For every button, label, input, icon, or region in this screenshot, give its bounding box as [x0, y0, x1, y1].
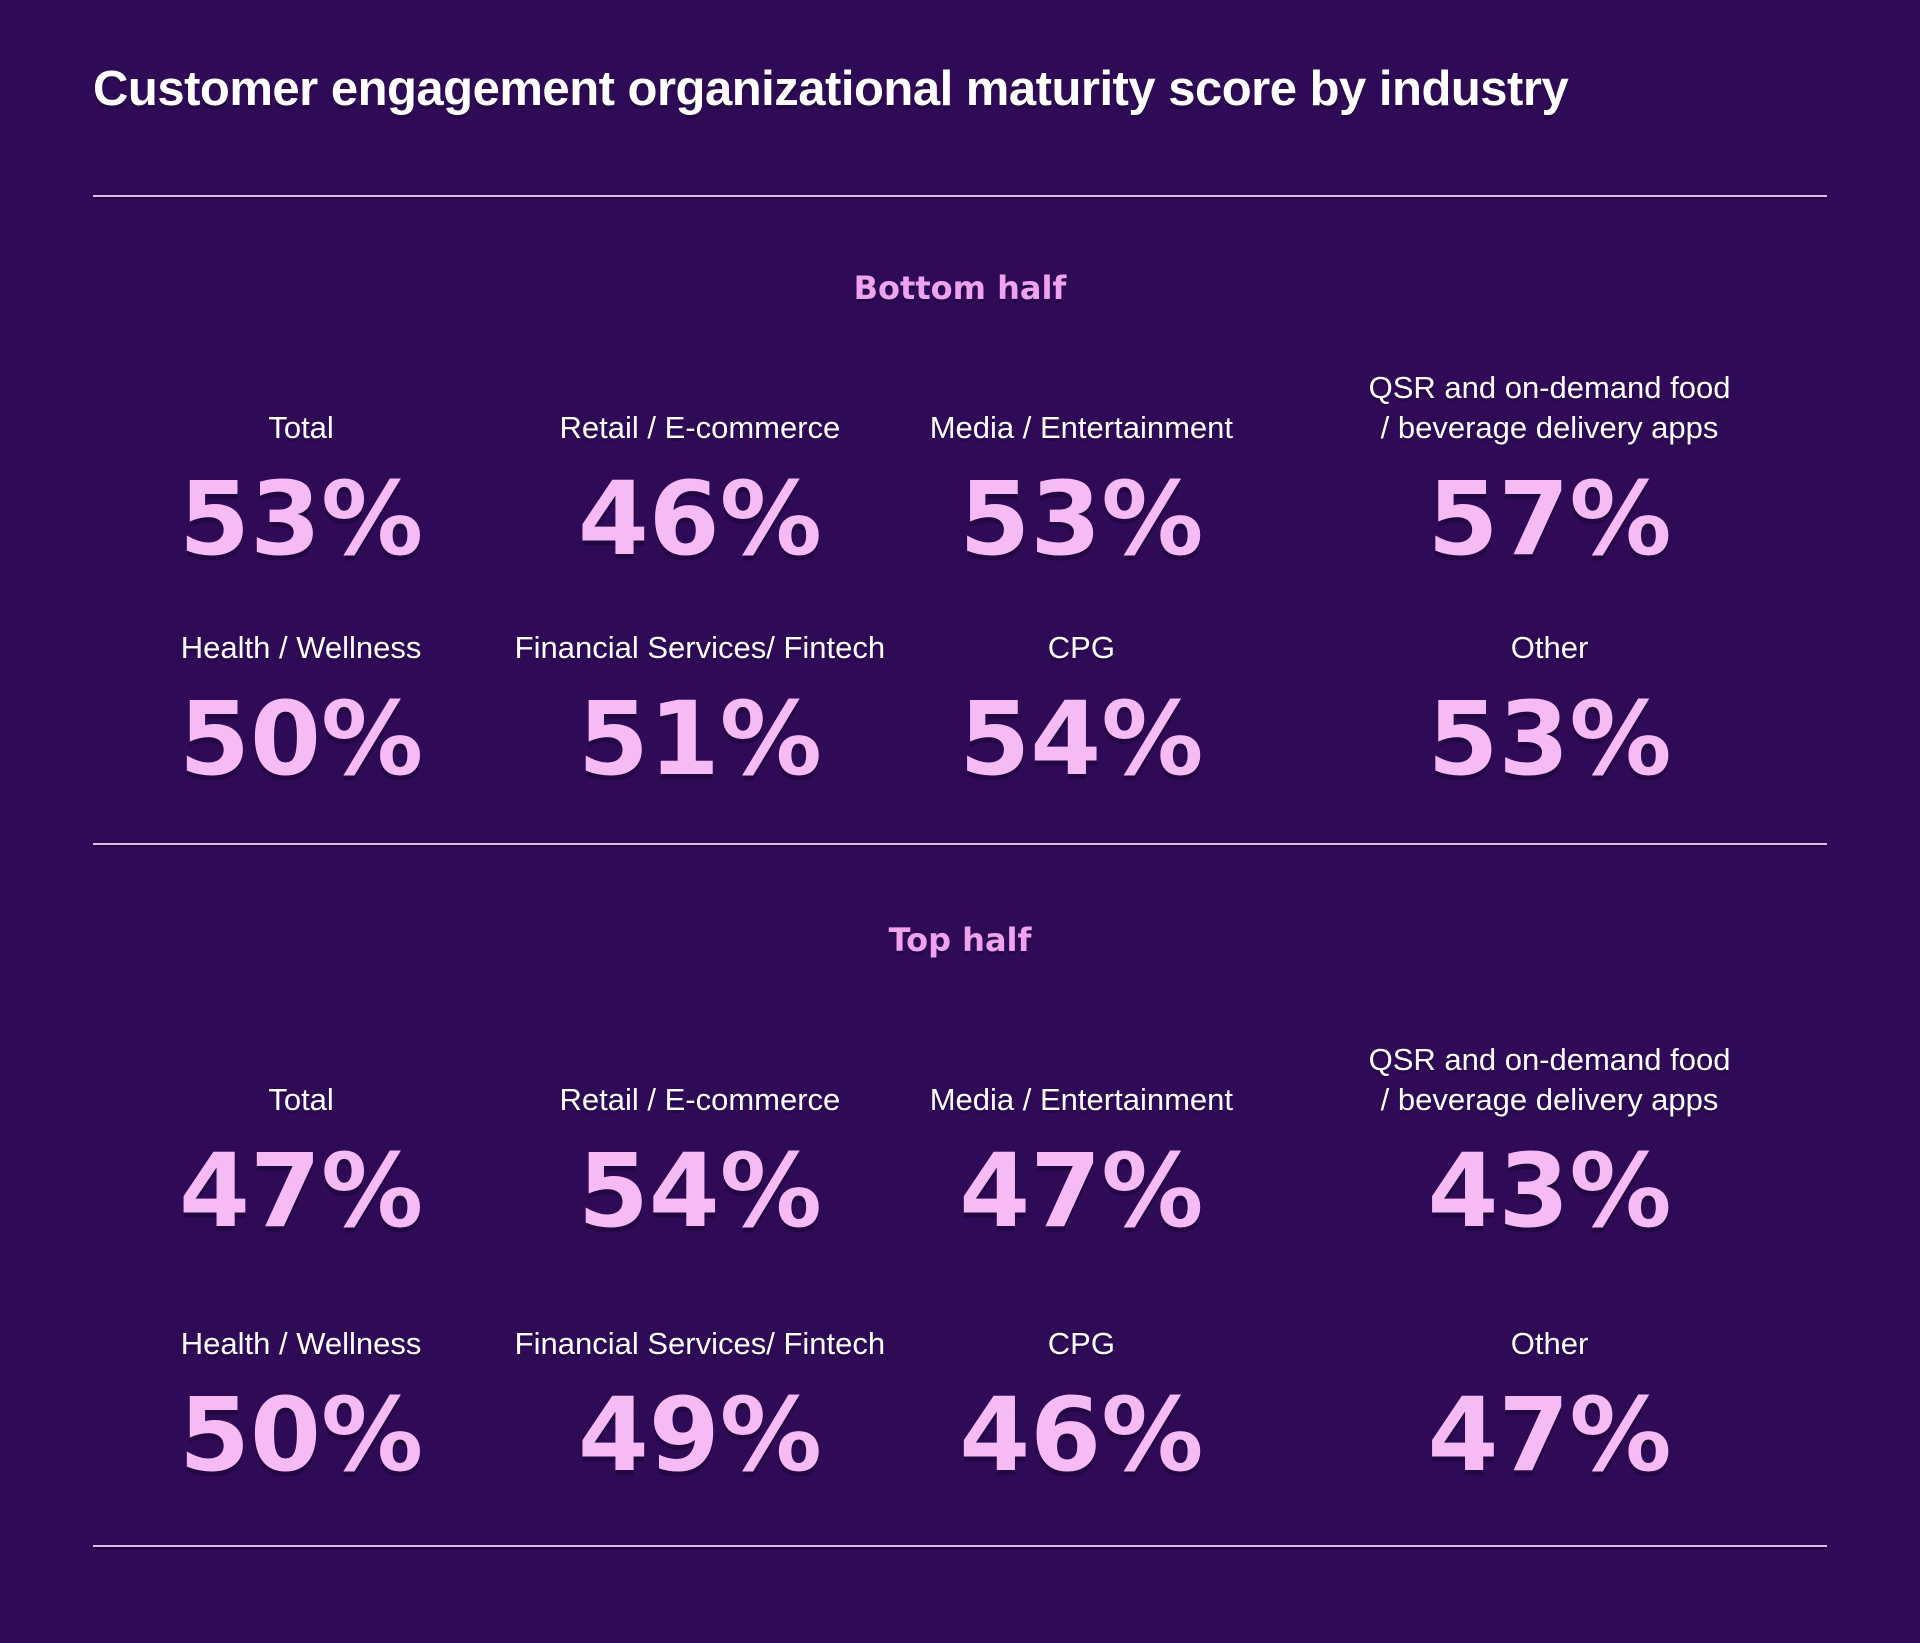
stat-value: 54% — [959, 679, 1204, 799]
section-heading: Bottom half — [853, 268, 1067, 307]
stat-value: 53% — [959, 459, 1204, 579]
stat-total: Total 53% — [93, 368, 509, 573]
stat-media-entertainment: Media / Entertainment 53% — [891, 368, 1272, 573]
stat-label: Financial Services/ Fintech — [514, 629, 886, 665]
stat-value: 50% — [179, 1376, 424, 1496]
stat-value: 49% — [577, 1376, 822, 1496]
stat-value: 46% — [959, 1376, 1204, 1496]
stat-label: Other — [1510, 629, 1589, 665]
stat-cpg: CPG 46% — [891, 1324, 1272, 1489]
stat-label: Health / Wellness — [180, 1326, 422, 1362]
stat-row: Health / Wellness 50% Financial Services… — [93, 628, 1827, 793]
stat-media-entertainment: Media / Entertainment 47% — [891, 1040, 1272, 1245]
stat-financial-fintech: Financial Services/ Fintech 51% — [509, 628, 890, 793]
stat-value: 54% — [577, 1131, 822, 1251]
stat-label: Other — [1510, 1326, 1589, 1362]
stat-total: Total 47% — [93, 1040, 509, 1245]
stat-health-wellness: Health / Wellness 50% — [93, 1324, 509, 1489]
stat-other: Other 53% — [1272, 628, 1827, 793]
stat-label: CPG — [1047, 629, 1115, 665]
stat-value: 53% — [1427, 679, 1672, 799]
stat-label: Total — [268, 1081, 334, 1117]
stat-qsr-delivery: QSR and on-demand food / beverage delive… — [1272, 1040, 1827, 1245]
stat-other: Other 47% — [1272, 1324, 1827, 1489]
stat-label: Media / Entertainment — [929, 1081, 1233, 1117]
stat-label: Health / Wellness — [180, 629, 422, 665]
stat-cpg: CPG 54% — [891, 628, 1272, 793]
stat-label: CPG — [1047, 1326, 1115, 1362]
stat-value: 57% — [1427, 459, 1672, 579]
section-heading: Top half — [888, 920, 1032, 959]
section-top-half: Top half Total 47% Retail / E-commerce 5… — [93, 920, 1827, 1548]
stat-label: QSR and on-demand food / beverage delive… — [1368, 1041, 1731, 1117]
stat-retail-ecommerce: Retail / E-commerce 54% — [509, 1040, 890, 1245]
stat-value: 47% — [959, 1131, 1204, 1251]
stat-value: 50% — [179, 679, 424, 799]
stat-label: Total — [268, 409, 334, 445]
stat-row: Total 53% Retail / E-commerce 46% Media … — [93, 368, 1827, 573]
divider-top — [93, 194, 1827, 197]
stat-value: 43% — [1427, 1131, 1672, 1251]
divider-bottom — [93, 1545, 1827, 1548]
stat-retail-ecommerce: Retail / E-commerce 46% — [509, 368, 890, 573]
stat-value: 47% — [1427, 1376, 1672, 1496]
stat-health-wellness: Health / Wellness 50% — [93, 628, 509, 793]
stat-label: Retail / E-commerce — [559, 409, 841, 445]
stat-row: Health / Wellness 50% Financial Services… — [93, 1324, 1827, 1489]
section-bottom-half: Bottom half Total 53% Retail / E-commerc… — [93, 269, 1827, 845]
stat-value: 53% — [179, 459, 424, 579]
page-title: Customer engagement organizational matur… — [93, 62, 1569, 116]
stat-qsr-delivery: QSR and on-demand food / beverage delive… — [1272, 368, 1827, 573]
divider-middle — [93, 842, 1827, 845]
stat-row: Total 47% Retail / E-commerce 54% Media … — [93, 1040, 1827, 1245]
stat-label: Media / Entertainment — [929, 409, 1233, 445]
stat-label: Financial Services/ Fintech — [514, 1326, 886, 1362]
stat-value: 47% — [179, 1131, 424, 1251]
stat-financial-fintech: Financial Services/ Fintech 49% — [509, 1324, 890, 1489]
stat-value: 51% — [577, 679, 822, 799]
stat-label: QSR and on-demand food / beverage delive… — [1368, 369, 1731, 445]
stat-label: Retail / E-commerce — [559, 1081, 841, 1117]
stat-value: 46% — [577, 459, 822, 579]
